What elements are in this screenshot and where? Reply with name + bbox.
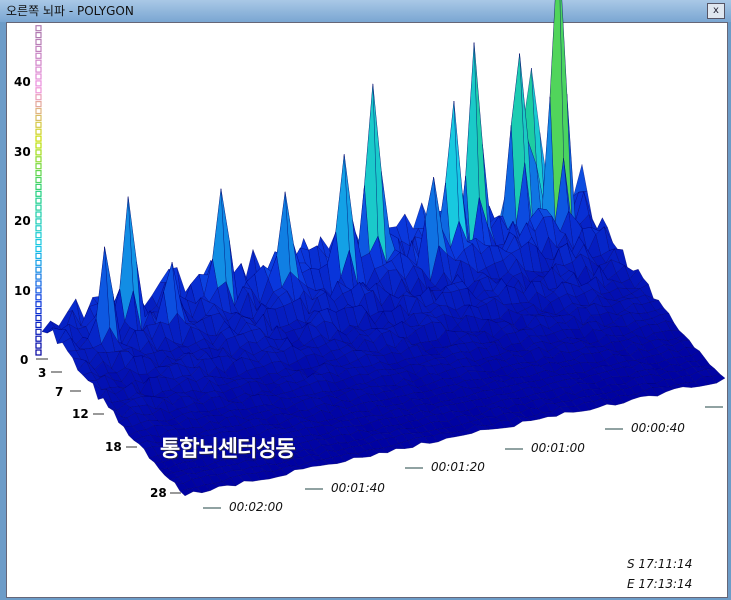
legend-swatch (35, 211, 42, 218)
legend-swatch (35, 31, 42, 39)
legend-swatch (35, 225, 42, 232)
time-tick-label: 00:02:00 (229, 500, 283, 514)
legend-swatch (35, 94, 42, 101)
legend-swatch (35, 287, 42, 294)
window-title: 오른쪽 뇌파 - POLYGON (6, 4, 134, 18)
legend-swatch (35, 232, 42, 239)
freq-tick-label: 3 (38, 366, 47, 380)
legend-swatch (35, 87, 42, 94)
legend-swatch (35, 335, 42, 342)
legend-swatch (35, 190, 42, 197)
legend-swatch (35, 114, 42, 122)
legend-swatch (35, 163, 42, 170)
legend-swatch (35, 314, 42, 322)
legend-swatch (35, 128, 42, 135)
legend-swatch (35, 38, 42, 46)
legend-swatch (35, 135, 42, 142)
legend-swatch (35, 25, 42, 32)
freq-tick-label: 28 (150, 486, 167, 500)
legend-swatch (35, 301, 42, 308)
legend-swatch (35, 280, 42, 287)
legend-swatch (35, 197, 42, 204)
legend-swatch (35, 218, 42, 225)
freq-tick-label: 7 (55, 385, 64, 399)
legend-swatch (35, 107, 42, 115)
close-button[interactable]: x (707, 3, 725, 19)
legend-swatch (35, 321, 42, 328)
legend-swatch (35, 328, 42, 335)
watermark: 통합뇌센터성동 (160, 437, 296, 462)
z-tick-label: 40 (14, 75, 31, 89)
surface-cell (179, 488, 194, 496)
time-tick-label: 00:00:40 (631, 421, 685, 435)
legend-swatch (35, 342, 42, 349)
legend-swatch (35, 266, 42, 273)
legend-swatch (35, 121, 42, 128)
legend-swatch (35, 73, 42, 80)
time-tick-label: 00:01:20 (431, 460, 485, 474)
legend-swatch (35, 239, 42, 246)
legend-swatch (35, 176, 42, 184)
legend-swatch (35, 245, 42, 253)
legend-swatch (35, 294, 42, 301)
legend-swatch (35, 100, 42, 108)
legend-swatch (35, 183, 42, 190)
legend-swatch (35, 59, 42, 66)
freq-tick-label: 12 (72, 407, 89, 421)
legend-swatch (35, 252, 42, 259)
legend-swatch (35, 52, 42, 59)
title-bar: 오른쪽 뇌파 - POLYGON x (0, 0, 731, 22)
legend-swatch (35, 308, 42, 315)
legend-swatch (35, 349, 42, 356)
legend-swatch (35, 149, 42, 156)
time-tick-label: 00:01:00 (531, 441, 585, 455)
z-tick-label: 0 (20, 353, 29, 367)
legend-swatch (35, 156, 42, 163)
legend-swatch (35, 259, 42, 266)
legend-swatch (35, 80, 42, 87)
freq-tick-label: 18 (105, 440, 122, 454)
legend-swatch (35, 273, 42, 280)
time-tick-label: 00:01:40 (331, 481, 385, 495)
end-time: E 17:13:14 (627, 577, 693, 591)
z-tick-label: 10 (14, 283, 31, 298)
legend-swatch (35, 66, 42, 73)
z-tick-label: 30 (14, 144, 31, 159)
legend-swatch (35, 170, 42, 177)
legend-swatch (35, 204, 42, 211)
start-time: S 17:11:14 (627, 557, 693, 571)
legend-swatch (35, 45, 42, 53)
z-tick-label: 20 (14, 214, 31, 228)
legend-swatch (35, 142, 42, 149)
